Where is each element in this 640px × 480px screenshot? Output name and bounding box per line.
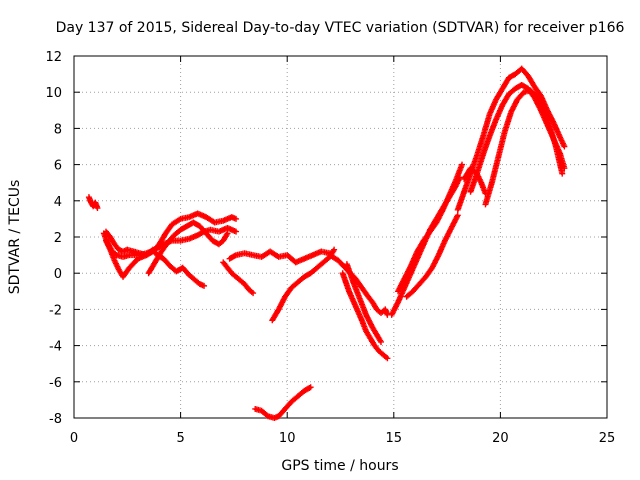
- y-tick-label: 8: [54, 122, 62, 137]
- data-series: [482, 87, 566, 208]
- data-point: [94, 205, 101, 212]
- data-series: [403, 212, 461, 300]
- data-point: [233, 228, 240, 235]
- x-tick-label: 10: [279, 431, 296, 446]
- y-tick-label: 10: [45, 86, 62, 101]
- data-point: [454, 212, 461, 219]
- x-tick-label: 0: [70, 431, 78, 446]
- data-series: [252, 384, 314, 421]
- y-axis-label: SDTVAR / TECUs: [7, 180, 23, 295]
- data-point: [559, 170, 566, 177]
- data-series: [395, 161, 466, 295]
- x-tick-label: 20: [492, 431, 509, 446]
- data-point: [307, 384, 314, 391]
- y-tick-label: -6: [49, 376, 62, 391]
- y-tick-label: 0: [54, 267, 62, 282]
- axis-ticks: 0 5 10 15 20 25 -8 -6 -4 -2 0 2 4 6 8 10 12: [45, 50, 615, 446]
- data-series: [85, 194, 101, 212]
- y-tick-label: 2: [54, 231, 62, 246]
- x-tick-label: 25: [599, 431, 616, 446]
- data-point: [201, 282, 208, 289]
- data-series: [326, 252, 391, 318]
- grid-lines: [74, 56, 607, 418]
- data-series: [220, 259, 257, 297]
- y-tick-label: -2: [49, 303, 62, 318]
- data-series: [339, 270, 391, 362]
- data-point: [561, 143, 568, 150]
- data-point: [231, 252, 238, 259]
- x-tick-label: 15: [386, 431, 403, 446]
- data-point: [250, 290, 257, 297]
- data-point: [384, 355, 391, 362]
- y-tick-label: -8: [49, 412, 62, 427]
- data-series: [145, 219, 231, 277]
- chart-title: Day 137 of 2015, Sidereal Day-to-day VTE…: [56, 20, 625, 36]
- data-series: [343, 261, 385, 345]
- data-points: [85, 65, 568, 421]
- data-series: [461, 165, 489, 197]
- data-series: [226, 248, 333, 266]
- data-point: [224, 230, 231, 237]
- x-axis-label: GPS time / hours: [281, 458, 398, 474]
- plot-frame: [73, 55, 608, 419]
- data-point: [482, 190, 489, 197]
- y-tick-label: 6: [54, 159, 62, 174]
- x-tick-label: 5: [176, 431, 184, 446]
- data-point: [459, 161, 466, 168]
- y-tick-label: 4: [54, 195, 62, 210]
- data-point: [378, 338, 385, 345]
- y-tick-label: 12: [45, 50, 62, 65]
- data-point: [233, 215, 240, 222]
- y-tick-label: -4: [49, 340, 62, 355]
- data-point: [331, 246, 338, 253]
- data-point: [306, 384, 313, 391]
